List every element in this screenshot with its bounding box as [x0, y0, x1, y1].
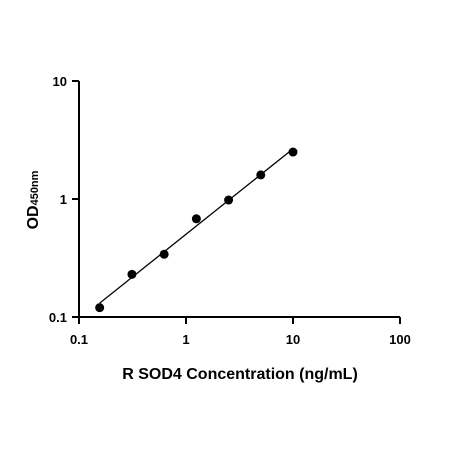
y-axis-title: OD450nm — [25, 170, 42, 229]
data-points — [95, 147, 298, 313]
x-axis-title: R SOD4 Concentration (ng/mL) — [122, 366, 358, 383]
data-point-4 — [224, 195, 234, 205]
data-point-2 — [159, 249, 169, 259]
data-point-3 — [191, 214, 201, 224]
data-point-6 — [288, 147, 298, 157]
y-tick-label-1: 1 — [60, 192, 67, 207]
y-axis-title-sub: 450nm — [29, 170, 41, 205]
ticks: 0.1 1 10 100 0.1 1 10 — [49, 74, 411, 347]
y-tick-label-0: 0.1 — [49, 310, 67, 325]
data-point-0 — [95, 303, 105, 313]
x-tick-label-0: 0.1 — [70, 332, 88, 347]
x-tick-label-3: 100 — [389, 332, 411, 347]
data-point-1 — [127, 269, 137, 279]
data-point-5 — [256, 170, 266, 180]
x-tick-label-1: 1 — [182, 332, 189, 347]
y-tick-label-2: 10 — [53, 74, 67, 89]
x-tick-label-2: 10 — [286, 332, 300, 347]
y-axis-title-main: OD — [25, 205, 42, 229]
